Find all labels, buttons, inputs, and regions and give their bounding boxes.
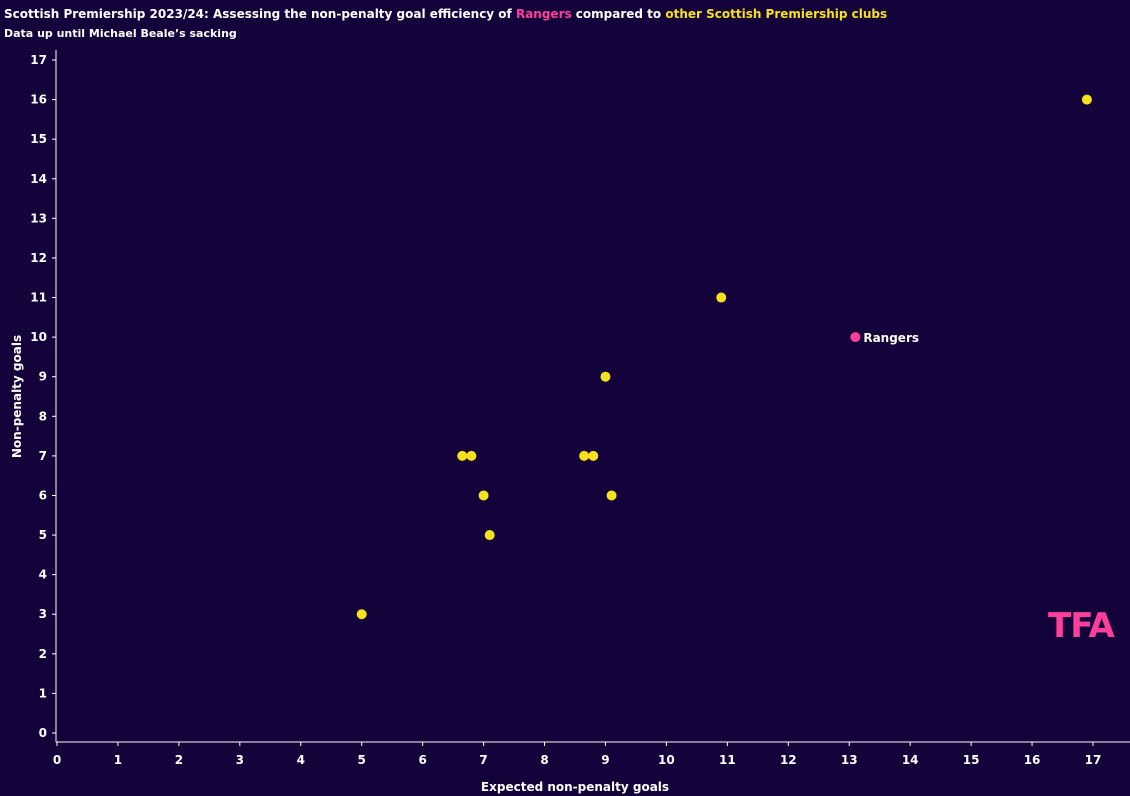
x-axis-ticks: 0 1 2 3 4 5 6 7 8 9 10 11 12 13 14 15 16 17 [53, 742, 1102, 767]
x-tick-label: 5 [358, 753, 366, 767]
y-tick-label: 6 [39, 488, 47, 502]
y-tick-label: 3 [39, 607, 47, 621]
tfa-logo: TFA [1048, 606, 1115, 646]
y-tick-label: 0 [39, 726, 47, 740]
title-part-2: compared to [571, 7, 666, 21]
y-tick-label: 12 [30, 251, 47, 265]
data-point [606, 490, 617, 501]
axes [55, 50, 1130, 743]
data-point [850, 332, 861, 343]
y-tick-label: 10 [30, 330, 47, 344]
y-tick-label: 11 [30, 291, 47, 305]
data-point [588, 450, 599, 461]
data-point [600, 371, 611, 382]
x-tick-label: 8 [540, 753, 548, 767]
y-tick-label: 17 [30, 53, 47, 67]
x-tick-label: 6 [418, 753, 426, 767]
x-tick-label: 10 [658, 753, 675, 767]
x-tick-label: 12 [780, 753, 797, 767]
x-tick-label: 13 [841, 753, 858, 767]
x-tick-label: 0 [53, 753, 61, 767]
x-tick-label: 17 [1085, 753, 1102, 767]
data-point [466, 450, 477, 461]
y-axis-label: Non-penalty goals [10, 335, 24, 458]
title-part-1: Scottish Premiership 2023/24: Assessing … [4, 7, 516, 21]
x-tick-label: 11 [719, 753, 736, 767]
data-point [716, 292, 727, 303]
y-tick-label: 8 [39, 409, 47, 423]
y-tick-label: 13 [30, 211, 47, 225]
data-points: Rangers [356, 94, 1092, 620]
data-point [1081, 94, 1092, 105]
x-tick-label: 9 [601, 753, 609, 767]
title-rangers-highlight: Rangers [515, 7, 572, 21]
x-tick-label: 7 [479, 753, 487, 767]
data-point [484, 530, 495, 541]
x-tick-label: 2 [175, 753, 183, 767]
y-tick-label: 1 [39, 686, 47, 700]
point-label: Rangers [863, 331, 919, 345]
y-tick-label: 14 [30, 172, 47, 186]
chart-subtitle: Data up until Michael Beale’s sacking [4, 27, 237, 40]
x-tick-label: 15 [963, 753, 980, 767]
x-tick-label: 3 [236, 753, 244, 767]
y-tick-label: 4 [39, 568, 47, 582]
y-tick-label: 9 [39, 370, 47, 384]
x-tick-label: 4 [297, 753, 305, 767]
title-others-highlight: other Scottish Premiership clubs [665, 7, 888, 21]
x-axis-label: Expected non-penalty goals [481, 780, 669, 794]
data-point [579, 450, 590, 461]
data-point [478, 490, 489, 501]
data-point [356, 609, 367, 620]
y-tick-label: 16 [30, 93, 47, 107]
chart-title: Scottish Premiership 2023/24: Assessing … [4, 7, 887, 21]
y-tick-label: 5 [39, 528, 47, 542]
y-tick-label: 2 [39, 647, 47, 661]
y-tick-label: 7 [39, 449, 47, 463]
data-point [457, 450, 468, 461]
y-tick-label: 15 [30, 132, 47, 146]
x-tick-label: 14 [902, 753, 919, 767]
x-tick-label: 16 [1024, 753, 1041, 767]
x-tick-label: 1 [114, 753, 122, 767]
